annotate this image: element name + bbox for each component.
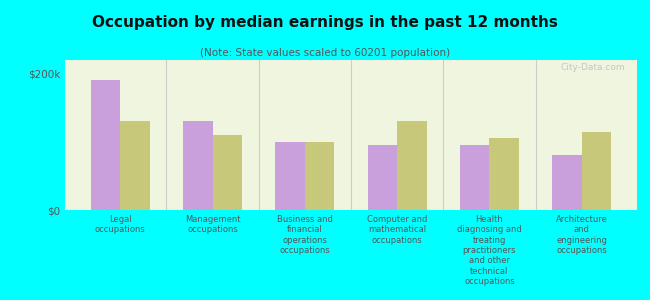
Bar	[183, 122, 213, 210]
Text: (Note: State values scaled to 60201 population): (Note: State values scaled to 60201 popu…	[200, 48, 450, 58]
Text: Occupation by median earnings in the past 12 months: Occupation by median earnings in the pas…	[92, 15, 558, 30]
Bar	[397, 122, 426, 210]
Bar	[489, 138, 519, 210]
Bar	[460, 145, 489, 210]
Bar	[552, 155, 582, 210]
Bar	[213, 135, 242, 210]
Bar	[120, 122, 150, 210]
Bar	[368, 145, 397, 210]
Bar	[276, 142, 305, 210]
Bar	[582, 132, 611, 210]
Bar	[305, 142, 334, 210]
Bar	[91, 80, 120, 210]
Text: City-Data.com: City-Data.com	[561, 63, 625, 72]
